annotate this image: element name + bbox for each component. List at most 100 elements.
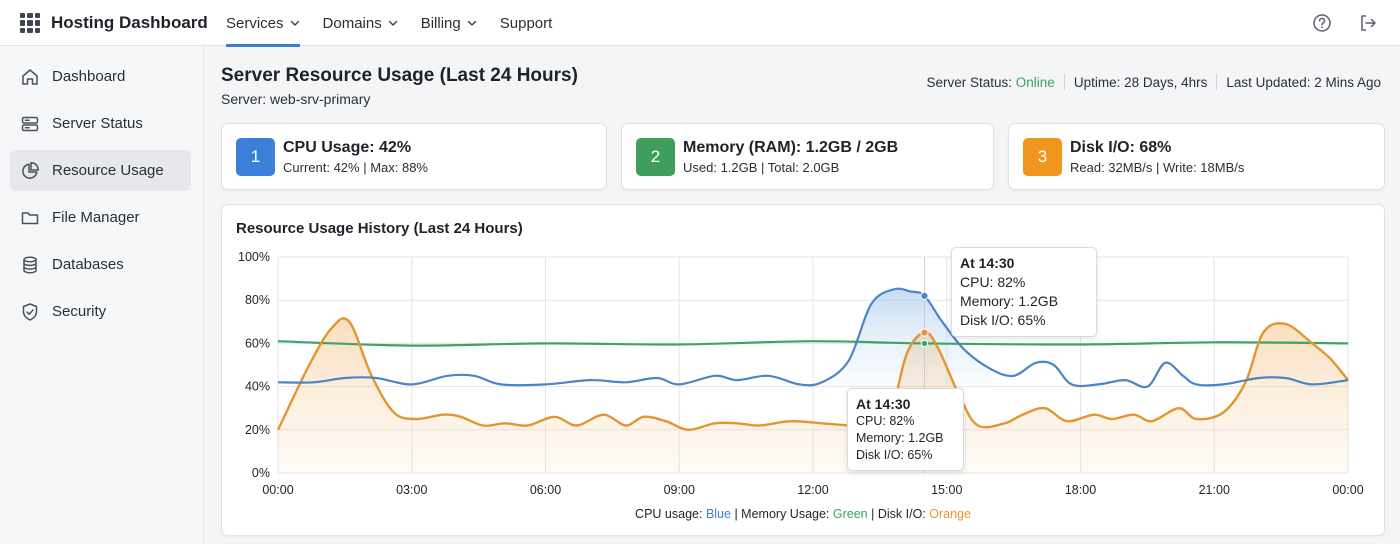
x-tick-label: 12:00 (797, 483, 828, 497)
memory-highlight-point (920, 339, 929, 348)
chart-title: Resource Usage History (Last 24 Hours) (236, 220, 523, 237)
y-tick-label: 0% (252, 466, 270, 480)
disk-io-area (278, 318, 1348, 473)
sidebar: Dashboard Server Status Resource Usage F… (0, 46, 204, 544)
sidebar-item-label: Security (52, 303, 107, 320)
nav-support[interactable]: Support (500, 0, 553, 46)
tooltip-cpu: CPU: 82% (856, 414, 915, 428)
tooltip-time: At 14:30 (856, 396, 911, 412)
x-tick-label: 21:00 (1199, 483, 1230, 497)
y-tick-label: 60% (245, 336, 270, 350)
sidebar-item-resource-usage[interactable]: Resource Usage (10, 150, 191, 191)
x-tick-label: 15:00 (931, 483, 962, 497)
legend-disk-color: Orange (929, 507, 971, 521)
x-tick-label: 00:00 (262, 483, 293, 497)
sidebar-item-label: Databases (52, 256, 124, 273)
memory-card-detail: Used: 1.2GB | Total: 2.0GB (683, 160, 840, 175)
server-status-label: Server Status: (926, 74, 1013, 90)
last-updated: Last Updated: 2 Mins Ago (1226, 74, 1381, 90)
brand[interactable]: Hosting Dashboard (20, 0, 208, 46)
pie-chart-icon (22, 161, 39, 179)
home-icon (22, 68, 38, 85)
status-line: Server Status: Online Uptime: 28 Days, 4… (926, 74, 1381, 90)
y-tick-label: 100% (238, 250, 270, 264)
disk-highlight-point (920, 328, 929, 337)
cpu-peak-area (821, 288, 992, 387)
tooltip-time: At 14:30 (960, 255, 1015, 271)
server-status-value: Online (1015, 74, 1055, 90)
app-title: Hosting Dashboard (51, 13, 208, 32)
chevron-down-icon (290, 15, 300, 32)
nav-billing-label: Billing (420, 14, 461, 32)
cpu-card-title: CPU Usage: 42% (283, 139, 412, 156)
card-number-badge: 2 (636, 138, 675, 176)
grid-logo-icon (20, 13, 40, 33)
summary-cards: 1 CPU Usage: 42% Current: 42% | Max: 88%… (221, 123, 1385, 190)
cpu-highlight-point (920, 291, 929, 300)
nav-support-label: Support (499, 14, 553, 32)
main-content: Server Resource Usage (Last 24 Hours) Se… (205, 46, 1400, 544)
legend-cpu-label: CPU usage: (635, 507, 703, 521)
x-tick-label: 18:00 (1065, 483, 1096, 497)
y-tick-label: 20% (245, 423, 270, 437)
y-tick-label: 80% (245, 293, 270, 307)
x-tick-label: 03:00 (396, 483, 427, 497)
nav-domains[interactable]: Domains (323, 0, 398, 46)
disk-card-detail: Read: 32MB/s | Write: 18MB/s (1070, 160, 1245, 175)
nav-services-label: Services (226, 14, 284, 32)
tooltip-disk: Disk I/O: 65% (960, 312, 1046, 328)
top-icons (1286, 0, 1378, 46)
tooltip-disk: Disk I/O: 65% (856, 448, 933, 462)
tooltip-memory: Memory: 1.2GB (960, 293, 1059, 309)
nav-domains-label: Domains (322, 14, 382, 32)
server-icon (21, 116, 39, 131)
sidebar-item-dashboard[interactable]: Dashboard (10, 56, 191, 97)
top-bar: Hosting Dashboard Services Domains Billi… (0, 0, 1400, 47)
help-icon[interactable] (1312, 13, 1332, 33)
disk-card-title: Disk I/O: 68% (1070, 139, 1172, 156)
server-name: Server: web-srv-primary (221, 91, 371, 107)
x-tick-label: 09:00 (664, 483, 695, 497)
sidebar-item-security[interactable]: Security (10, 291, 191, 332)
main-nav: Services Domains Billing Support (226, 0, 575, 47)
sidebar-item-databases[interactable]: Databases (10, 244, 191, 285)
chart-tooltip-secondary: At 14:30 CPU: 82% Memory: 1.2GB Disk I/O… (847, 388, 964, 471)
disk-card[interactable]: 3 Disk I/O: 68% Read: 32MB/s | Write: 18… (1008, 123, 1385, 190)
cpu-card[interactable]: 1 CPU Usage: 42% Current: 42% | Max: 88% (221, 123, 607, 190)
chart-tooltip: At 14:30 CPU: 82% Memory: 1.2GB Disk I/O… (951, 247, 1097, 337)
memory-card[interactable]: 2 Memory (RAM): 1.2GB / 2GB Used: 1.2GB … (621, 123, 994, 190)
nav-services[interactable]: Services (226, 0, 300, 47)
sidebar-item-label: File Manager (52, 209, 140, 226)
uptime: Uptime: 28 Days, 4hrs (1073, 74, 1208, 90)
memory-usage-line (277, 340, 1349, 347)
chevron-down-icon (467, 15, 477, 32)
shield-icon (22, 302, 38, 321)
sidebar-item-label: Dashboard (52, 68, 126, 85)
server-status: Server Status: Online (926, 75, 1054, 90)
x-tick-label: 00:00 (1332, 483, 1363, 497)
divider (1063, 74, 1065, 90)
divider (1216, 74, 1218, 90)
chart-canvas: 0% 20% 40% 60% 80% 100% 00:00 03:00 06:00 09:00 12… (238, 250, 1364, 497)
sidebar-item-label: Server Status (52, 115, 143, 132)
folder-icon (21, 211, 39, 224)
legend-cpu-color: Blue (705, 507, 731, 521)
database-icon (23, 256, 37, 273)
tooltip-memory: Memory: 1.2GB (856, 431, 944, 445)
x-tick-label: 06:00 (530, 483, 561, 497)
logout-icon[interactable] (1358, 13, 1378, 33)
resource-history-chart: Resource Usage History (Last 24 Hours) 0… (221, 204, 1385, 536)
legend-disk-label: Disk I/O: (877, 507, 926, 521)
tooltip-cpu: CPU: 82% (960, 274, 1026, 290)
cpu-usage-line (277, 287, 1349, 389)
cpu-card-detail: Current: 42% | Max: 88% (283, 160, 428, 175)
page-title: Server Resource Usage (Last 24 Hours) (221, 65, 578, 86)
chevron-down-icon (388, 15, 398, 32)
legend-memory-label: Memory Usage: (741, 507, 830, 521)
nav-billing[interactable]: Billing (421, 0, 477, 46)
chart-legend: CPU usage: Blue | Memory Usage: Green | … (635, 507, 971, 521)
sidebar-item-server-status[interactable]: Server Status (10, 103, 191, 144)
sidebar-item-label: Resource Usage (52, 162, 164, 179)
memory-card-title: Memory (RAM): 1.2GB / 2GB (683, 139, 899, 156)
sidebar-item-file-manager[interactable]: File Manager (10, 197, 191, 238)
